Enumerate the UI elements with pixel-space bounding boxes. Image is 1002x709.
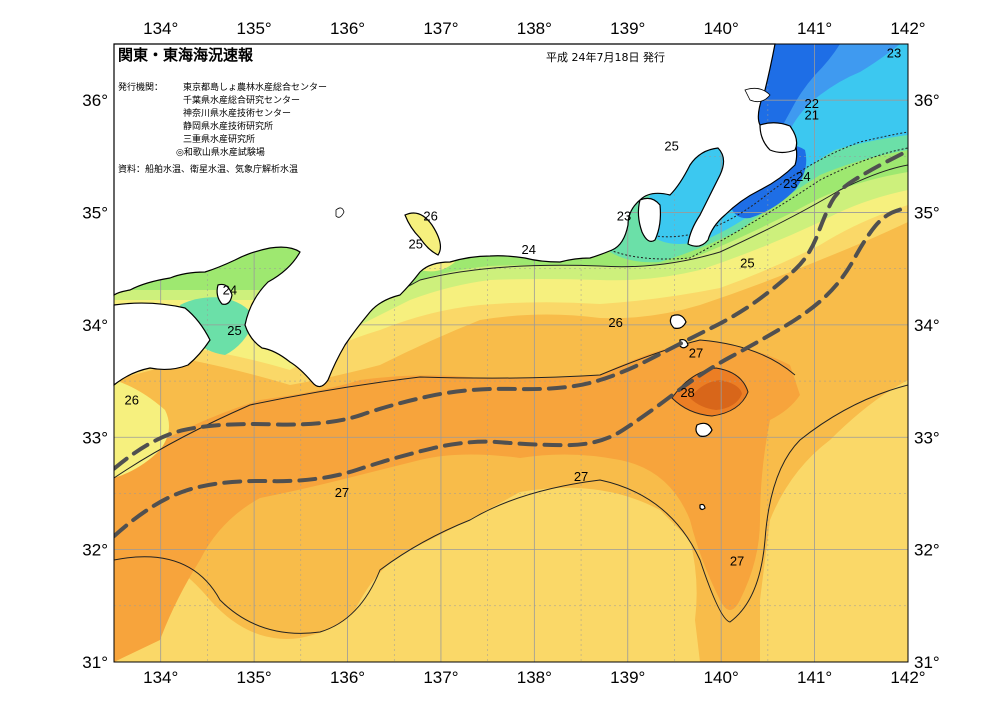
lat-tick-label-right: 36° <box>914 91 940 110</box>
hachijo-island-land <box>695 422 713 437</box>
issuer-2: 神奈川県水産技術センター <box>183 107 291 119</box>
lat-tick-label-right: 35° <box>914 204 940 223</box>
lat-tick-label-left: 31° <box>82 653 108 672</box>
lat-tick-label-right: 34° <box>914 316 940 335</box>
sst-26-5-south-area <box>114 487 700 662</box>
izu-peninsula-land <box>637 197 662 242</box>
lat-tick-label-left: 33° <box>82 428 108 447</box>
isotherm-label: 25 <box>664 139 678 154</box>
sagami-river <box>335 207 345 218</box>
map-frame <box>113 43 909 663</box>
lon-tick-label-bottom: 141° <box>797 668 832 687</box>
lon-tick-label-top: 141° <box>797 19 832 38</box>
isotherm-label: 27 <box>730 553 744 568</box>
isotherm-label: 25 <box>227 323 241 338</box>
lon-tick-label-top: 142° <box>890 19 925 38</box>
lon-tick-label-bottom: 134° <box>143 668 178 687</box>
isotherm-label: 23 <box>617 208 631 223</box>
kuroshio-inner-edge <box>114 148 908 471</box>
lon-tick-label-bottom: 142° <box>890 668 925 687</box>
lon-tick-label-top: 136° <box>330 19 365 38</box>
lat-tick-label-right: 31° <box>914 653 940 672</box>
inland-water <box>335 87 771 218</box>
sst-26-5-east-area <box>760 380 908 662</box>
isotherm-label: 26 <box>608 315 622 330</box>
kuroshio-axis <box>114 148 908 539</box>
lon-tick-label-top: 138° <box>517 19 552 38</box>
issuer-4: 三重県水産研究所 <box>183 133 255 145</box>
lat-tick-label-left: 35° <box>82 204 108 223</box>
boso-peninsula-land <box>759 122 798 154</box>
isotherm-24-line <box>609 147 908 260</box>
isotherm-27-south-line <box>114 384 908 634</box>
lon-tick-label-bottom: 140° <box>704 668 739 687</box>
isotherm-label: 27 <box>335 485 349 500</box>
isotherm-label: 24 <box>223 283 237 298</box>
isotherm-label: 23 <box>783 176 797 191</box>
lon-tick-label-top: 137° <box>423 19 458 38</box>
axis-tick-labels: 134° 134° 135° 135° 136° 136° 137° 137° 138° 138°… <box>82 19 939 687</box>
isotherm-label: 26 <box>423 208 437 223</box>
lon-tick-label-bottom: 137° <box>423 668 458 687</box>
map-header: 関東・東海海況速報 平成 24年7月18日 発行 発行機関： 東京都島しょ農林水… <box>118 46 665 175</box>
isotherm-label: 25 <box>740 256 754 271</box>
small-island-land <box>699 503 706 511</box>
isotherm-label: 25 <box>408 237 422 252</box>
issue-date: 平成 24年7月18日 発行 <box>546 50 665 64</box>
isotherm-label: 28 <box>680 385 694 400</box>
lon-tick-label-bottom: 139° <box>610 668 645 687</box>
land-masses <box>113 43 798 511</box>
lat-tick-label-right: 32° <box>914 541 940 560</box>
honshu-land <box>113 43 798 388</box>
lat-tick-label-left: 32° <box>82 541 108 560</box>
map-title: 関東・東海海況速報 <box>118 46 254 64</box>
isotherm-label: 22 <box>805 96 819 111</box>
isotherm-label: 26 <box>125 393 139 408</box>
sst-27-5-area <box>114 340 800 662</box>
isotherm-label: 24 <box>796 169 810 184</box>
issuer-0: 東京都島しょ農林水産総合センター <box>183 81 327 93</box>
lat-tick-label-left: 34° <box>82 316 108 335</box>
lon-tick-label-bottom: 135° <box>237 668 272 687</box>
awaji-island-land <box>216 283 233 305</box>
lat-tick-label-left: 36° <box>82 91 108 110</box>
isotherm-label: 27 <box>689 345 703 360</box>
lon-tick-label-top: 140° <box>704 19 739 38</box>
lon-tick-label-top: 139° <box>610 19 645 38</box>
lon-tick-label-bottom: 138° <box>517 668 552 687</box>
isotherm-label: 23 <box>887 45 901 60</box>
lat-tick-label-right: 33° <box>914 428 940 447</box>
issuer-5: ◎和歌山県水産試験場 <box>176 146 265 158</box>
oshima-island-land <box>669 314 687 329</box>
shikoku-land <box>113 302 211 387</box>
chita-peninsula-land <box>404 212 442 256</box>
isotherm-label: 21 <box>805 107 819 122</box>
isotherm-label: 24 <box>522 242 536 257</box>
issuer-label: 発行機関： <box>118 81 163 93</box>
lon-tick-label-top: 134° <box>143 19 178 38</box>
sst-28-5-area <box>690 380 742 410</box>
sst-26-west-area <box>114 380 169 478</box>
data-source: 資料：船舶水温、衛星水温、気象庁解析水温 <box>118 163 298 175</box>
kuroshio-outer-edge <box>114 204 908 539</box>
isotherm-27-north-line <box>114 339 796 479</box>
isotherm-label: 27 <box>574 469 588 484</box>
lon-tick-label-top: 135° <box>237 19 272 38</box>
issuer-3: 静岡県水産技術研究所 <box>183 120 273 132</box>
kasumigaura-lake <box>744 87 771 103</box>
lon-tick-label-bottom: 136° <box>330 668 365 687</box>
issuer-1: 千葉県水産総合研究センター <box>183 94 300 106</box>
